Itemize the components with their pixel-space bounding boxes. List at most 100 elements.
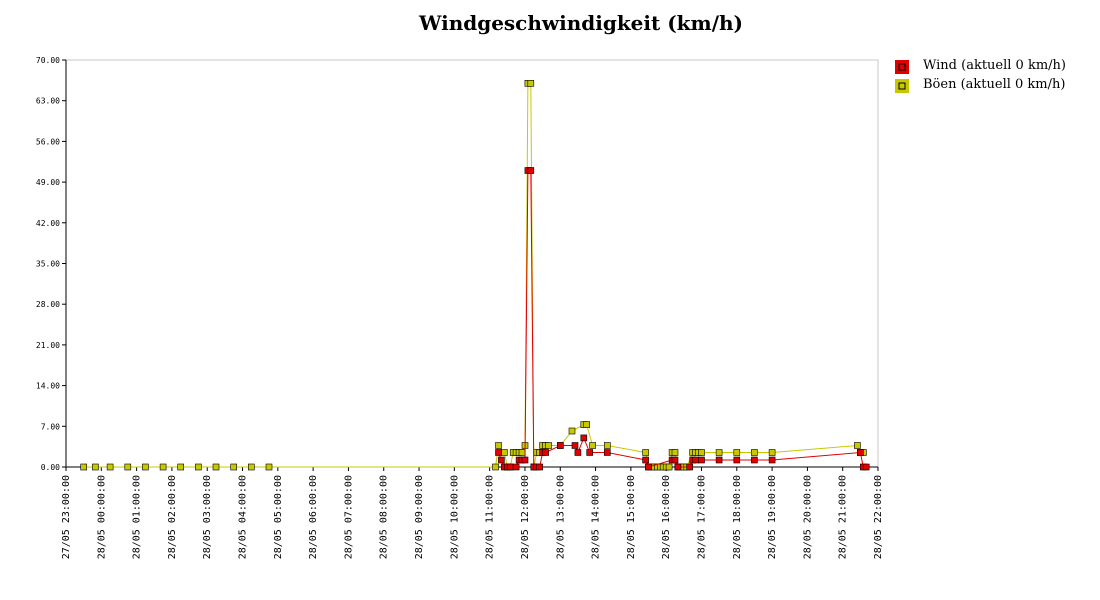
data-point-boeen: [124, 463, 132, 471]
data-point-wind: [521, 456, 529, 464]
x-tick-label: 28/05 10:00:00: [449, 475, 460, 559]
x-tick-label: 28/05 08:00:00: [379, 475, 390, 559]
x-tick-label: 28/05 04:00:00: [238, 475, 249, 559]
data-point-wind: [856, 449, 864, 456]
plot-area: [65, 59, 879, 468]
legend: Wind (aktuell 0 km/h) Böen (aktuell 0 km…: [895, 58, 1066, 93]
x-tick-label: 28/05 18:00:00: [732, 475, 743, 559]
data-point-wind: [698, 456, 705, 464]
x-tick-label: 28/05 03:00:00: [202, 475, 213, 559]
data-point-wind: [715, 456, 723, 464]
data-point-boeen: [159, 463, 167, 471]
data-point-wind: [733, 456, 741, 464]
data-point-boeen: [492, 463, 499, 471]
y-axis: 0.00 7.00 14.00 21.00 28.00 35.00 42.00 49.00 56…: [36, 56, 67, 472]
series-boeen: [80, 80, 867, 471]
x-tick-label: 28/05 07:00:00: [343, 475, 354, 559]
data-point-boeen: [545, 442, 552, 449]
y-tick-label: 35.00: [36, 260, 60, 269]
legend-label-boeen: Böen (aktuell 0 km/h): [923, 77, 1065, 92]
y-tick-label: 49.00: [36, 178, 60, 187]
data-point-boeen: [106, 463, 114, 471]
data-point-wind: [642, 456, 649, 464]
legend-item-boeen: Böen (aktuell 0 km/h): [895, 77, 1065, 93]
y-tick-label: 21.00: [36, 341, 60, 350]
y-tick-label: 63.00: [36, 97, 60, 106]
x-tick-label: 28/05 22:00:00: [873, 475, 884, 559]
x-tick-label: 28/05 19:00:00: [767, 475, 778, 559]
y-tick-label: 0.00: [41, 463, 60, 472]
data-point-wind: [506, 463, 514, 471]
data-point-boeen: [92, 463, 99, 471]
data-point-boeen: [733, 449, 741, 456]
data-point-wind: [586, 449, 594, 456]
x-tick-label: 28/05 11:00:00: [485, 475, 496, 559]
x-tick-label: 28/05 20:00:00: [802, 475, 813, 559]
data-point-wind: [556, 442, 564, 449]
legend-item-wind: Wind (aktuell 0 km/h): [895, 58, 1066, 74]
x-tick-label: 28/05 01:00:00: [132, 475, 143, 559]
data-point-boeen: [568, 427, 576, 435]
legend-swatch-boeen: [895, 79, 909, 93]
x-tick-label: 28/05 16:00:00: [661, 475, 672, 559]
data-point-boeen: [212, 463, 220, 471]
data-point-boeen: [501, 449, 508, 456]
x-axis: 27/05 23:00:00 28/05 00:00:00 28/05 01:00:…: [61, 466, 884, 559]
data-point-wind: [574, 449, 582, 456]
y-tick-label: 42.00: [36, 219, 60, 228]
data-point-boeen: [698, 449, 705, 456]
legend-swatch-boeen-marker: [898, 82, 906, 90]
x-tick-label: 27/05 23:00:00: [61, 475, 72, 559]
x-tick-label: 28/05 13:00:00: [555, 475, 566, 559]
data-point-boeen: [603, 442, 611, 449]
data-point-wind: [692, 456, 699, 464]
data-point-boeen: [518, 449, 526, 456]
y-tick-label: 56.00: [36, 137, 60, 146]
x-tick-label: 28/05 05:00:00: [273, 475, 284, 559]
legend-swatch-wind: [895, 60, 909, 74]
data-point-boeen: [854, 442, 861, 449]
data-point-boeen: [495, 442, 502, 449]
data-point-wind: [686, 463, 694, 471]
x-tick-label: 28/05 17:00:00: [696, 475, 707, 559]
y-tick-label: 70.00: [36, 56, 60, 65]
x-tick-label: 28/05 06:00:00: [308, 475, 319, 559]
x-tick-label: 28/05 00:00:00: [96, 475, 107, 559]
data-point-boeen: [142, 463, 149, 471]
data-point-wind: [671, 456, 679, 464]
y-tick-label: 14.00: [36, 382, 60, 391]
data-point-wind: [542, 449, 549, 456]
data-point-boeen: [583, 421, 591, 428]
data-point-boeen: [195, 463, 202, 471]
data-point-wind: [498, 456, 505, 464]
legend-label-wind: Wind (aktuell 0 km/h): [923, 58, 1066, 73]
data-point-boeen: [230, 463, 237, 471]
data-point-boeen: [177, 463, 184, 471]
data-point-wind: [603, 449, 611, 456]
data-point-boeen: [671, 449, 679, 456]
y-tick-label: 7.00: [41, 422, 60, 431]
chart-title: Windgeschwindigkeit (km/h): [418, 11, 743, 35]
data-point-wind: [495, 449, 502, 456]
data-point-boeen: [80, 463, 87, 471]
data-point-wind: [536, 463, 544, 471]
data-point-boeen: [768, 449, 776, 456]
data-point-wind: [674, 463, 682, 471]
y-tick-label: 28.00: [36, 300, 60, 309]
data-point-boeen: [715, 449, 723, 456]
x-tick-label: 28/05 21:00:00: [838, 475, 849, 559]
data-point-wind: [751, 456, 758, 464]
data-point-wind: [527, 167, 535, 174]
x-tick-label: 28/05 15:00:00: [626, 475, 637, 559]
data-point-wind: [580, 434, 588, 442]
x-tick-label: 28/05 09:00:00: [414, 475, 425, 559]
data-point-wind: [571, 442, 579, 449]
data-point-boeen: [248, 463, 255, 471]
data-point-boeen: [665, 463, 673, 471]
data-point-boeen: [642, 449, 649, 456]
series-wind: [495, 167, 870, 471]
data-point-boeen: [527, 80, 535, 87]
legend-swatch-wind-marker: [898, 63, 906, 71]
data-point-wind: [768, 456, 776, 464]
